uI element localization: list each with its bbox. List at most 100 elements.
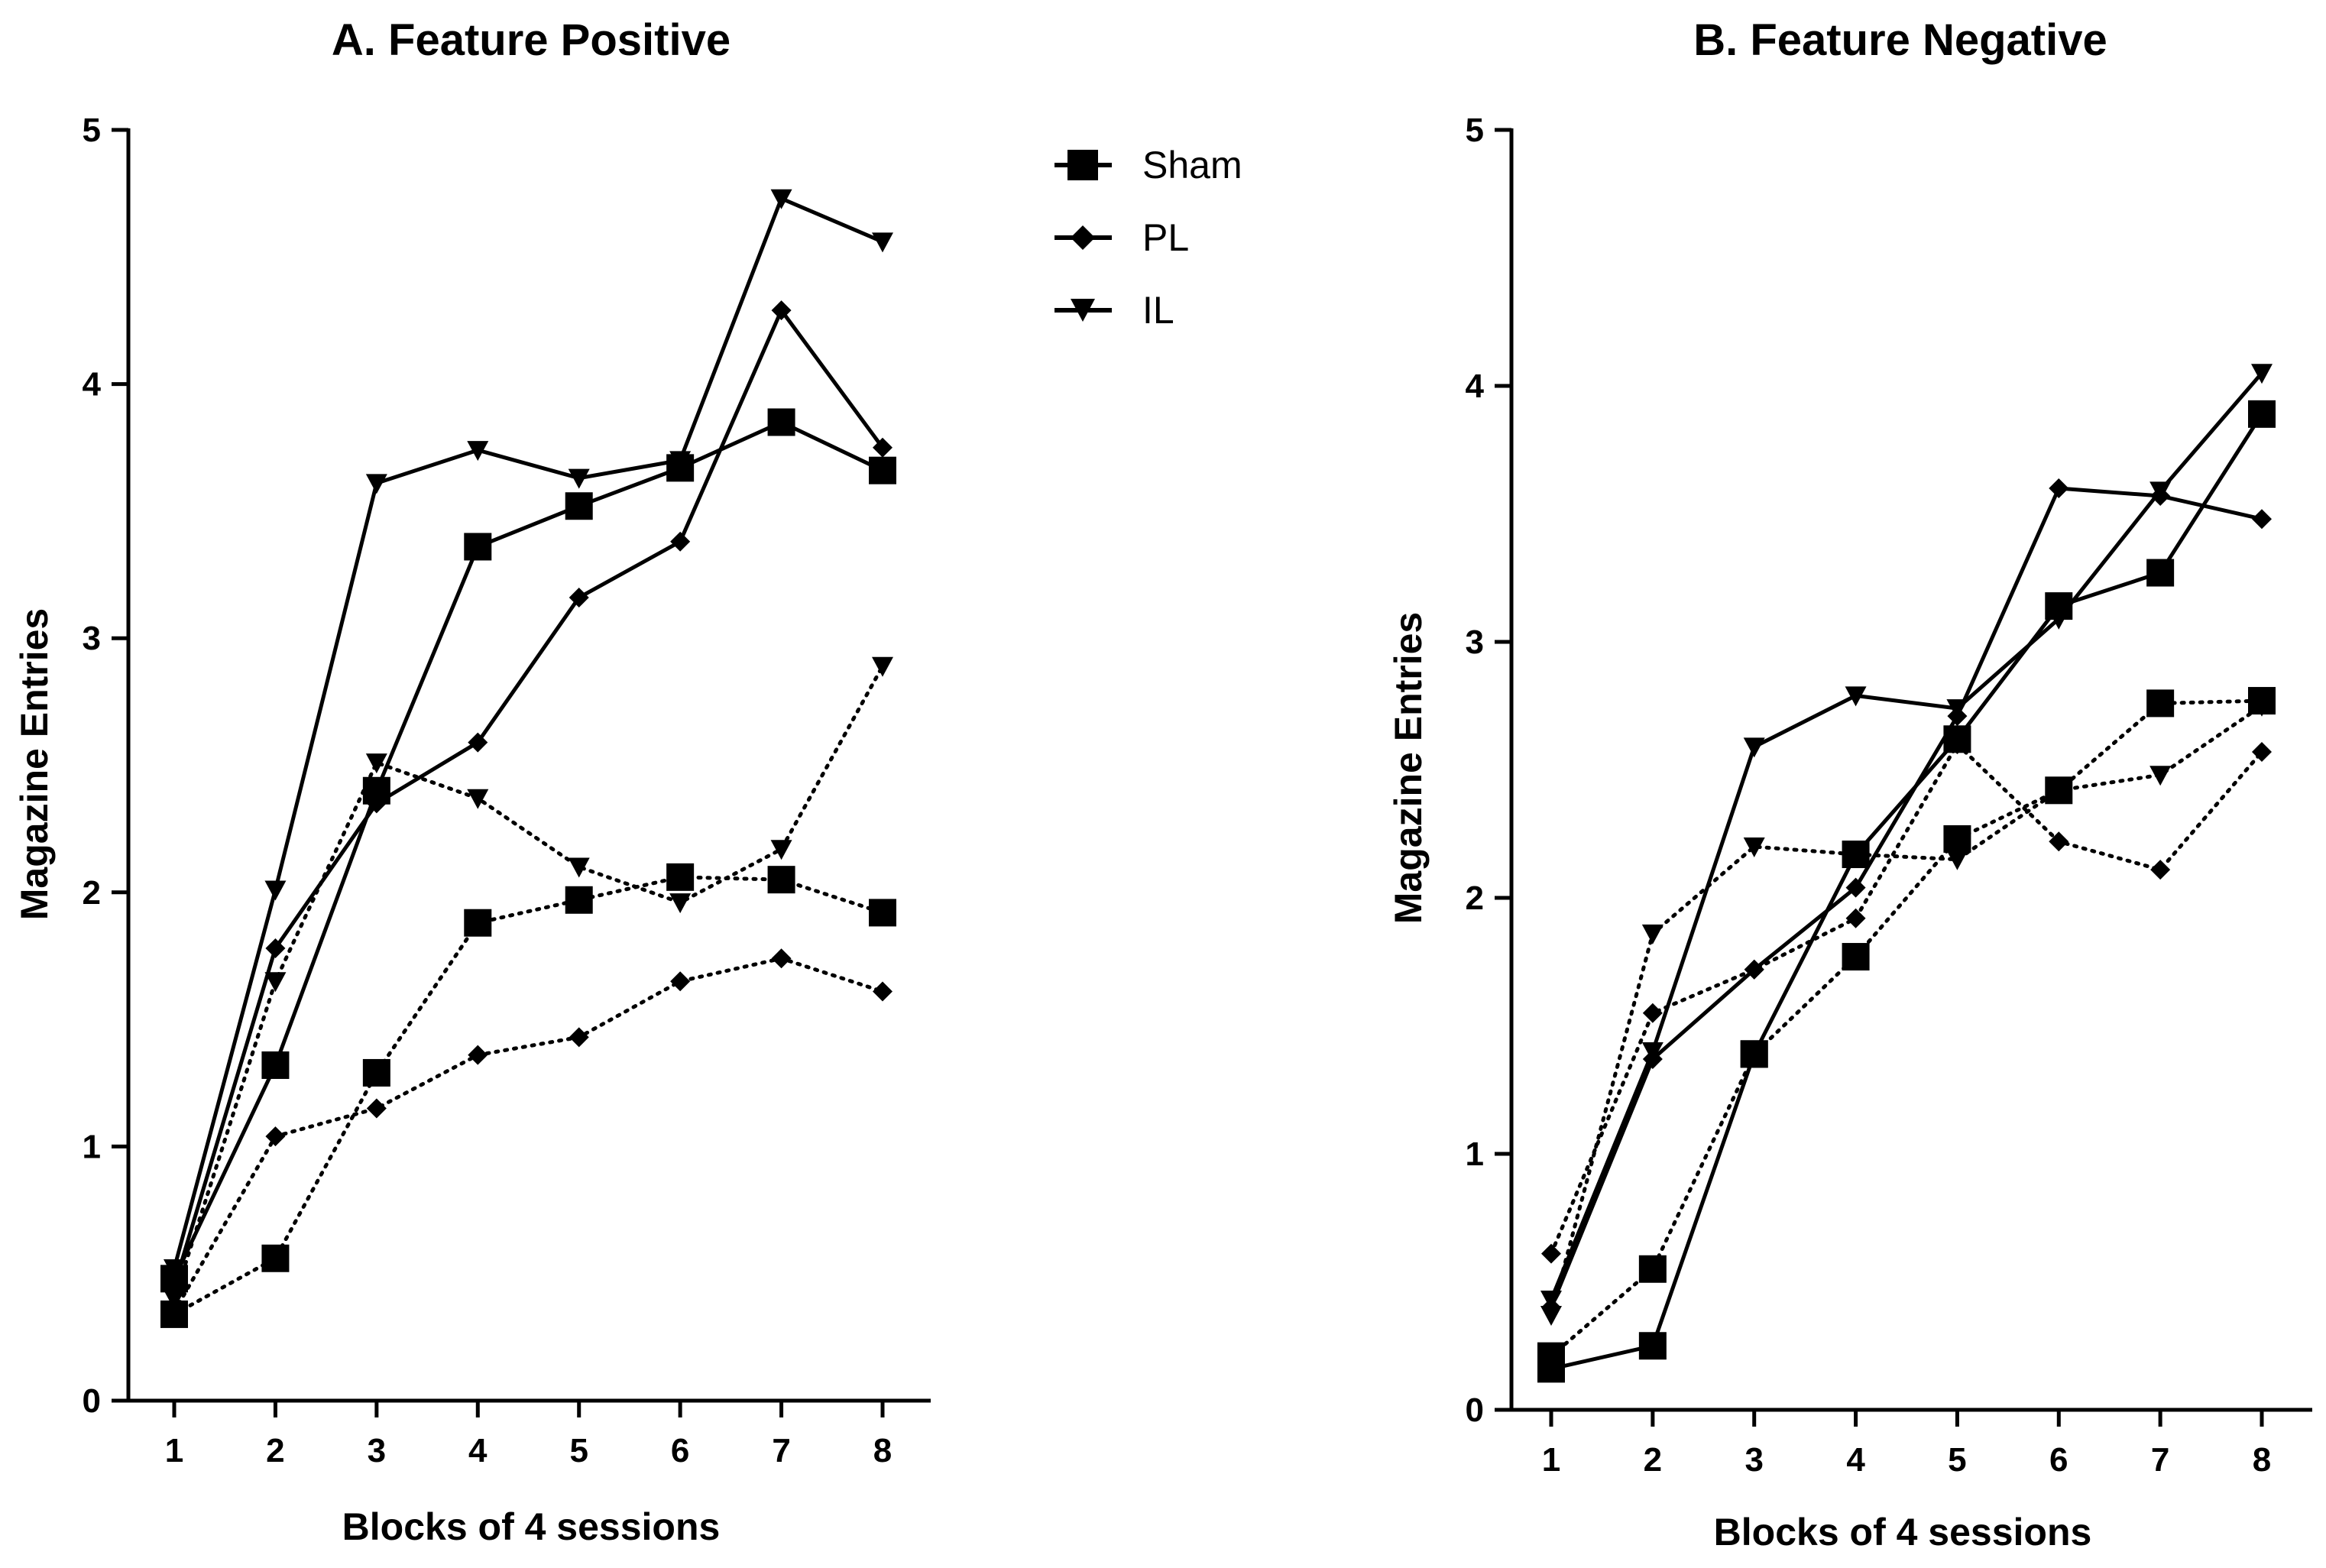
- x-tick-label: 1: [1542, 1441, 1560, 1479]
- data-point-diamond: [873, 981, 892, 1002]
- data-point-square: [2146, 559, 2175, 587]
- data-point-triangle: [2048, 781, 2070, 802]
- series-pl-dotted: [1541, 734, 2272, 1264]
- series-line: [1549, 698, 2264, 1359]
- y-tick-label: 5: [1466, 112, 1484, 149]
- data-point-diamond: [569, 1027, 589, 1048]
- data-point-diamond: [2049, 831, 2069, 852]
- x-tick-label: 2: [266, 1432, 284, 1469]
- data-point-square: [1842, 943, 1870, 971]
- data-point-triangle: [164, 1259, 185, 1280]
- x-tick-label: 8: [2253, 1441, 2271, 1479]
- series-line: [172, 956, 885, 1314]
- x-tick-label: 7: [772, 1432, 790, 1469]
- data-point-square: [767, 866, 795, 894]
- square-marker-icon: [1067, 150, 1098, 180]
- data-point-triangle: [1946, 699, 1968, 720]
- data-point-diamond: [771, 948, 792, 969]
- data-point-triangle: [1641, 1042, 1664, 1062]
- data-point-triangle: [467, 789, 489, 809]
- data-point-diamond: [1642, 1003, 1663, 1023]
- data-point-diamond: [771, 300, 792, 321]
- series-il-dotted: [164, 656, 893, 1310]
- x-axis-label: Blocks of 4 sessions: [342, 1505, 721, 1548]
- series-sham-solid: [160, 408, 896, 1293]
- data-point-triangle: [669, 451, 692, 471]
- legend: Sham PL IL: [1054, 144, 1242, 332]
- y-tick-label: 1: [83, 1128, 101, 1165]
- y-tick-label: 2: [83, 874, 101, 912]
- data-point-square: [2248, 400, 2276, 428]
- legend-item-sham: Sham: [1054, 144, 1242, 186]
- series-line: [1549, 486, 2263, 1308]
- data-point-diamond: [366, 1098, 387, 1119]
- series-il-solid: [164, 189, 893, 1280]
- legend-label: IL: [1142, 289, 1174, 332]
- data-point-triangle: [2251, 696, 2273, 717]
- data-point-square: [261, 1051, 290, 1079]
- data-point-square: [362, 1058, 390, 1087]
- y-axis-label: Magazine Entries: [13, 608, 56, 920]
- data-point-diamond: [873, 437, 892, 458]
- data-point-triangle: [770, 840, 792, 860]
- data-point-square: [261, 1244, 290, 1272]
- data-point-diamond: [569, 587, 589, 607]
- data-point-triangle: [1641, 924, 1664, 944]
- data-point-triangle: [164, 1289, 185, 1310]
- data-point-triangle: [2048, 609, 2070, 630]
- legend-item-il: IL: [1054, 289, 1174, 332]
- data-point-square: [1537, 1355, 1565, 1383]
- data-point-square: [565, 886, 593, 914]
- data-point-triangle: [1946, 850, 1968, 870]
- series-layer: [160, 189, 896, 1328]
- data-point-triangle: [264, 880, 287, 901]
- series-line: [1549, 371, 2263, 1301]
- data-point-triangle: [264, 972, 287, 993]
- data-point-triangle: [669, 893, 692, 914]
- series-line: [172, 420, 884, 1280]
- series-pl-dotted: [164, 948, 892, 1322]
- chart-title: A. Feature Positive: [332, 15, 731, 65]
- legend-item-pl: PL: [1054, 216, 1189, 259]
- x-tick-label: 4: [468, 1432, 488, 1469]
- data-point-triangle: [365, 753, 387, 774]
- x-tick-label: 1: [165, 1432, 183, 1469]
- data-point-square: [565, 492, 593, 520]
- data-point-diamond: [1541, 1243, 1561, 1264]
- data-point-diamond: [468, 732, 488, 753]
- data-point-diamond: [2252, 742, 2272, 763]
- y-tick-label: 0: [1466, 1391, 1484, 1429]
- y-axis-label: Magazine Entries: [1387, 612, 1430, 924]
- series-pl-solid: [164, 300, 892, 1297]
- series-line: [172, 664, 885, 1301]
- data-point-square: [1842, 841, 1870, 869]
- x-tick-label: 6: [671, 1432, 689, 1469]
- x-tick-label: 3: [368, 1432, 386, 1469]
- triangle-down-marker-icon: [1071, 299, 1095, 322]
- data-point-triangle: [2149, 481, 2172, 502]
- data-point-diamond: [2049, 478, 2069, 498]
- series-il-solid: [1540, 364, 2273, 1310]
- axes: 0 1 2 3 4 5 1 2 3 4 5 6 7 8: [83, 112, 931, 1469]
- data-point-diamond: [265, 1126, 286, 1147]
- panel-feature-negative: B. Feature Negative Magazine Entries Blo…: [1387, 15, 2312, 1553]
- x-tick-label: 8: [873, 1432, 892, 1469]
- data-point-square: [1740, 1040, 1768, 1068]
- data-point-diamond: [1744, 959, 1764, 980]
- data-point-triangle: [568, 857, 590, 878]
- data-point-square: [767, 408, 795, 436]
- x-tick-label: 5: [569, 1432, 588, 1469]
- data-point-diamond: [164, 1276, 184, 1297]
- data-point-square: [1638, 1332, 1667, 1360]
- data-point-triangle: [365, 474, 387, 494]
- data-point-diamond: [468, 1045, 488, 1065]
- data-point-triangle: [1743, 837, 1765, 857]
- data-point-square: [869, 899, 896, 927]
- data-point-diamond: [2150, 860, 2171, 880]
- y-tick-label: 4: [1466, 368, 1485, 405]
- data-point-square: [464, 909, 492, 937]
- data-point-triangle: [467, 441, 489, 462]
- data-point-diamond: [366, 793, 387, 814]
- y-tick-label: 4: [83, 366, 102, 403]
- series-line: [1549, 742, 2264, 1256]
